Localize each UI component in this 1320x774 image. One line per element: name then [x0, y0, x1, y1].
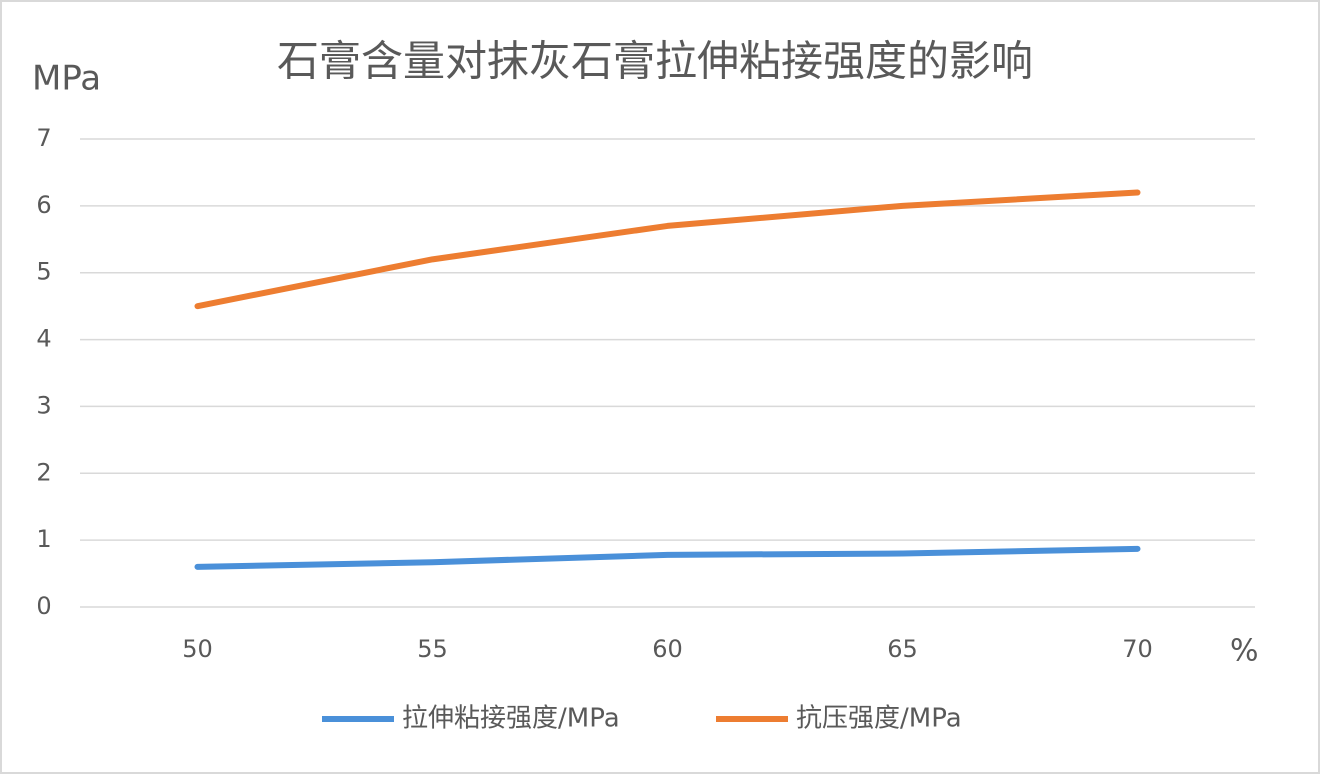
x-tick-label: 50 [182, 635, 213, 663]
line [194, 545, 1141, 570]
y-tick-label: 3 [36, 391, 51, 419]
x-tick-label: 60 [652, 635, 683, 663]
y-tick-label: 1 [36, 525, 51, 553]
y-tick-label: 5 [36, 258, 51, 286]
y-axis-label: MPa [32, 59, 101, 99]
legend-label: 拉伸粘接强度/MPa [402, 704, 620, 734]
chart-title: 石膏含量对抹灰石膏拉伸粘接强度的影响 [277, 37, 1033, 86]
line [194, 189, 1141, 310]
x-tick-label: 65 [887, 635, 918, 663]
y-tick-label: 0 [36, 592, 51, 620]
x-axis-label: % [1230, 634, 1259, 669]
x-tick-label: 55 [417, 635, 448, 663]
y-tick-label: 7 [36, 124, 51, 152]
y-tick-label: 2 [36, 458, 51, 486]
y-tick-label: 4 [36, 325, 51, 353]
y-tick-label: 6 [36, 191, 51, 219]
x-tick-label: 70 [1122, 635, 1153, 663]
legend-label: 抗压强度/MPa [796, 704, 962, 734]
